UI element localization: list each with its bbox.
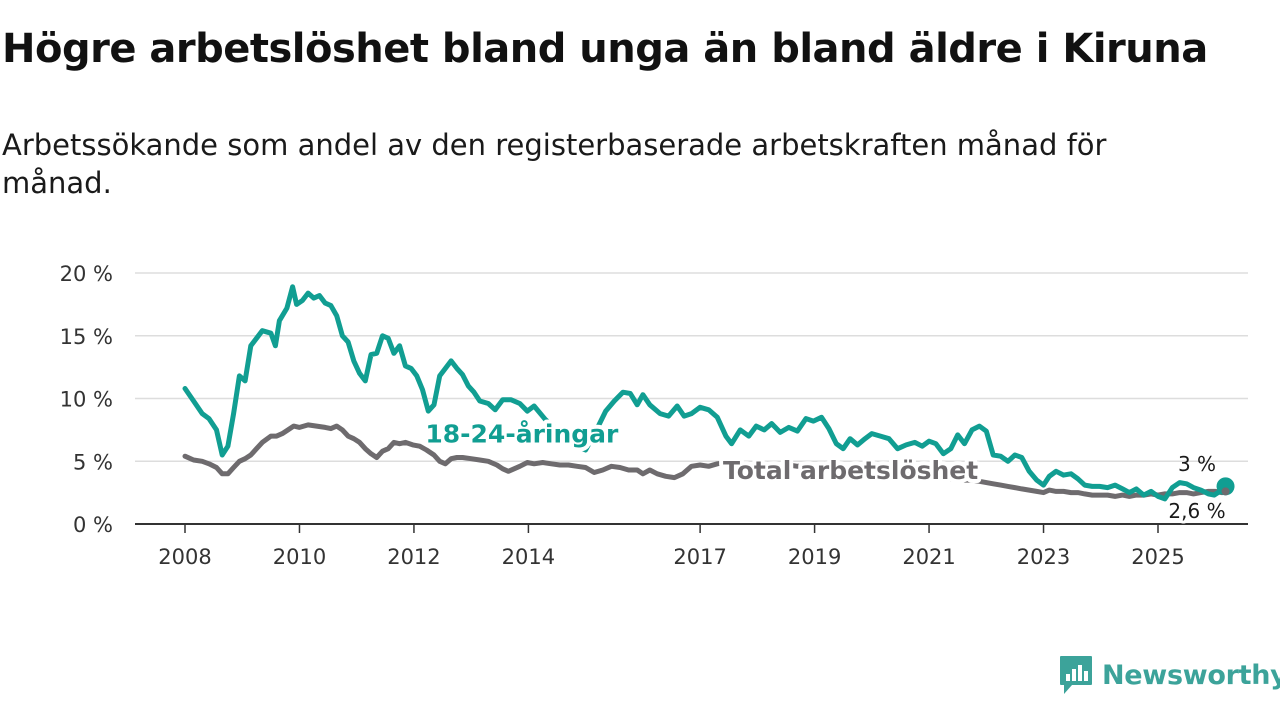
x-tick-label: 2023 [1017, 545, 1070, 569]
chart-subtitle: Arbetssökande som andel av den registerb… [2, 128, 1107, 200]
x-tick-label: 2017 [673, 545, 726, 569]
axes: 0 % 5 % 10 % 15 % 20 % 2008 2010 2012 2014 2017 20… [60, 262, 1248, 569]
series-label-youth: 18-24-åringar [425, 420, 619, 449]
y-tick-label: 10 % [60, 388, 113, 412]
y-tick-label: 5 % [73, 450, 113, 474]
series-line-total [182, 422, 1228, 499]
x-tick-label: 2025 [1131, 545, 1184, 569]
chart-title: Högre arbetslöshet bland unga än bland ä… [2, 26, 1208, 72]
y-tick-label: 20 % [60, 262, 113, 286]
end-point-youth [1216, 477, 1235, 496]
x-tick-label: 2014 [502, 545, 555, 569]
end-label-total-halo: 2,6 % [1168, 499, 1225, 523]
y-tick-label: 15 % [60, 325, 113, 349]
end-label-total: 2,6 % [1168, 499, 1225, 523]
x-tick-label: 2008 [158, 545, 211, 569]
series-label-total-halo: Total arbetslöshet [723, 456, 978, 485]
x-tick-label: 2021 [902, 545, 955, 569]
series-label-total: Total arbetslöshet [723, 456, 978, 485]
x-tick-label: 2019 [788, 545, 841, 569]
end-label-youth: 3 % [1178, 452, 1216, 476]
gridlines [135, 272, 1248, 462]
x-tick-label: 2010 [273, 545, 326, 569]
newsworthy-logo: Newsworthy [1058, 653, 1280, 697]
series-label-youth-halo: 18-24-åringar [425, 420, 619, 449]
series-line-youth [182, 284, 1228, 502]
y-tick-label: 0 % [73, 513, 113, 537]
end-point-total [1221, 487, 1230, 496]
x-tick-label: 2012 [387, 545, 440, 569]
newsworthy-logo-text: Newsworthy [1102, 659, 1280, 691]
series-lines [182, 284, 1228, 502]
newsworthy-logo-icon [1060, 656, 1092, 694]
